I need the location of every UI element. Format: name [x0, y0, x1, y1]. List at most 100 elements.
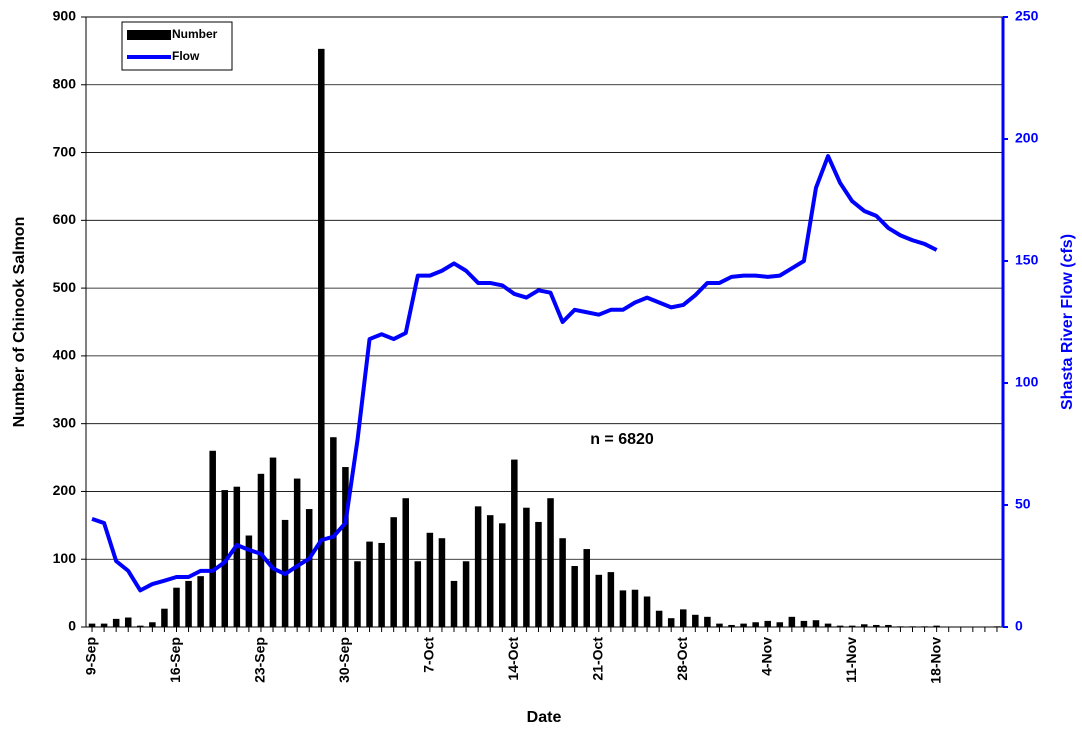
bar [523, 507, 530, 627]
bar [185, 580, 192, 627]
x-tick-label: 23-Sep [252, 637, 268, 683]
y-tick-label: 700 [53, 143, 77, 159]
bar [330, 437, 337, 627]
bar [897, 626, 904, 627]
bar [800, 620, 808, 627]
bar [993, 626, 1001, 627]
bar [848, 625, 856, 627]
y2-tick-label: 0 [1015, 618, 1023, 634]
bar [402, 498, 410, 627]
y2-tick-label: 250 [1015, 8, 1039, 24]
bar [595, 574, 603, 627]
bar [257, 473, 265, 627]
x-tick-label: 14-Oct [505, 637, 521, 681]
bar [100, 623, 108, 627]
bar [161, 608, 168, 627]
legend-label: Number [172, 27, 218, 41]
bar [909, 626, 916, 627]
y-tick-label: 0 [68, 618, 76, 634]
bar [366, 541, 373, 627]
bar [438, 538, 446, 627]
bar [885, 624, 892, 627]
bar [293, 478, 301, 627]
bar [209, 450, 216, 627]
bar [149, 622, 156, 627]
x-tick-label: 18-Nov [927, 637, 943, 684]
bar [112, 618, 120, 627]
y2-axis-label: Shasta River Flow (cfs) [1059, 234, 1076, 410]
bar [499, 523, 506, 627]
y-axis-label: Number of Chinook Salmon [11, 217, 28, 428]
flow-line [91, 154, 938, 593]
bar [535, 521, 542, 627]
bar [221, 490, 229, 627]
y-tick-label: 500 [53, 279, 77, 295]
bar [486, 515, 494, 627]
x-axis-label: Date [527, 709, 562, 726]
y-tick-label: 200 [53, 482, 77, 498]
x-tick-label: 4-Nov [758, 637, 774, 676]
bar [740, 623, 747, 627]
y-tick-label: 400 [53, 347, 77, 363]
bar [474, 506, 482, 627]
bar [88, 623, 96, 627]
bar [137, 625, 144, 627]
bar [269, 457, 277, 627]
bar [390, 517, 397, 627]
legend-swatch [127, 30, 171, 40]
bar [655, 610, 663, 627]
bar [426, 532, 434, 627]
y2-tick-label: 150 [1015, 252, 1039, 268]
bar [679, 609, 687, 627]
x-tick-label: 21-Oct [589, 637, 605, 681]
bar [462, 561, 470, 627]
bar [378, 542, 385, 627]
bar [547, 498, 554, 627]
bar [511, 459, 518, 627]
bar [245, 535, 253, 627]
y-tick-label: 900 [53, 8, 77, 24]
bar [414, 561, 422, 627]
y-tick-label: 100 [53, 550, 77, 566]
bar [752, 622, 759, 627]
bar [559, 538, 566, 627]
bar [197, 576, 204, 627]
x-tick-label: 30-Sep [336, 637, 352, 683]
y2-tick-label: 50 [1015, 496, 1031, 512]
bar [124, 617, 132, 627]
legend-label: Flow [172, 49, 200, 63]
bar [824, 623, 832, 627]
bar [643, 596, 651, 627]
x-tick-label: 11-Nov [843, 637, 859, 683]
bar [173, 587, 180, 627]
x-tick-label: 28-Oct [674, 637, 690, 681]
bar [921, 626, 928, 627]
x-tick-label: 16-Sep [167, 637, 183, 683]
bar [354, 561, 361, 627]
bar [933, 625, 940, 627]
bar [788, 616, 796, 627]
y-tick-label: 800 [53, 75, 77, 91]
y-tick-label: 600 [53, 211, 77, 227]
bar [583, 549, 590, 627]
bar [342, 467, 349, 627]
bar [571, 566, 578, 627]
bar [450, 580, 458, 627]
y2-tick-label: 100 [1015, 374, 1039, 390]
bar [667, 618, 675, 627]
bar [692, 614, 699, 627]
bar [631, 589, 639, 627]
bar [728, 624, 735, 627]
bar [318, 48, 325, 628]
bar [305, 509, 313, 627]
bar [836, 625, 844, 627]
bar [607, 572, 615, 627]
y2-tick-label: 200 [1015, 130, 1039, 146]
bar [812, 620, 820, 627]
bar [860, 624, 868, 627]
bar [764, 620, 771, 627]
bar [704, 616, 711, 627]
bar [716, 623, 723, 627]
x-tick-label: 9-Sep [83, 637, 99, 675]
